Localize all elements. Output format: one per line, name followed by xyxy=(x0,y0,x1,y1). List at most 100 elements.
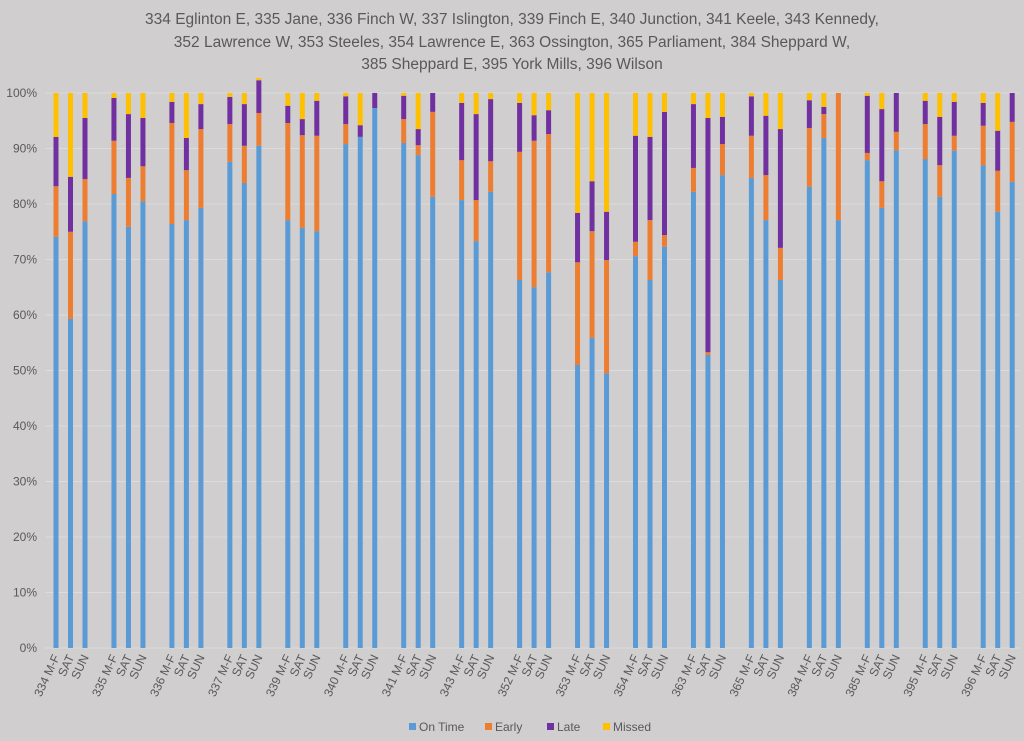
bar-segment-early xyxy=(531,140,537,288)
bar-segment-missed xyxy=(140,93,146,118)
legend-swatch xyxy=(409,723,416,730)
bar-segment-late xyxy=(517,102,523,152)
legend-label: Missed xyxy=(613,720,651,734)
chart-title-line-2: 352 Lawrence W, 353 Steeles, 354 Lawrenc… xyxy=(174,34,850,51)
bar-segment-on-time xyxy=(473,241,479,648)
bar-segment-early xyxy=(82,179,88,222)
bar-segment-missed xyxy=(183,93,189,138)
bar-segment-late xyxy=(821,106,827,115)
bar-segment-on-time xyxy=(372,107,378,649)
bar-segment-missed xyxy=(546,93,552,111)
bar-segment-late xyxy=(299,119,305,136)
x-tick-label: 340 M-F xyxy=(321,652,353,698)
bar-segment-missed xyxy=(459,93,465,103)
bar-segment-late xyxy=(589,181,595,232)
bar-segment-missed xyxy=(575,93,581,213)
bar-segment-late xyxy=(285,105,291,123)
x-tick-label: 337 M-F xyxy=(205,652,237,698)
bar-segment-early xyxy=(459,160,465,201)
chart-title-line-1: 334 Eglinton E, 335 Jane, 336 Finch W, 3… xyxy=(145,11,879,28)
bar-segment-on-time xyxy=(995,211,1001,648)
bar-segment-early xyxy=(125,177,131,227)
bar-segment-early xyxy=(430,111,436,197)
bar-segment-late xyxy=(922,100,928,125)
bar-segment-early xyxy=(227,124,233,162)
bar-segment-early xyxy=(633,241,638,257)
bar-segment-missed xyxy=(951,93,957,102)
bar-segment-early xyxy=(719,144,725,176)
bar-segment-missed xyxy=(806,93,812,101)
legend-label: On Time xyxy=(419,720,465,734)
bar-segment-missed xyxy=(864,93,870,96)
bar-segment-missed xyxy=(662,93,667,112)
bar-segment-early xyxy=(473,200,479,242)
bar-segment-on-time xyxy=(546,272,552,648)
bar-segment-late xyxy=(893,93,899,132)
bar-segment-on-time xyxy=(1009,181,1015,649)
bar-segment-missed xyxy=(589,93,595,182)
x-tick-label: 395 M-F xyxy=(900,652,932,698)
bar-segment-early xyxy=(647,220,653,281)
bar-segment-early xyxy=(937,165,943,197)
bar-segment-on-time xyxy=(183,220,189,648)
bar-segment-late xyxy=(1009,93,1015,122)
bar-segment-on-time xyxy=(633,256,638,648)
bar-segment-early xyxy=(575,262,581,365)
x-tick-label: 339 M-F xyxy=(263,652,295,698)
bar-segment-on-time xyxy=(531,287,537,648)
bar-segment-late xyxy=(314,100,320,136)
bar-segment-missed xyxy=(227,93,233,97)
y-tick-label: 30% xyxy=(13,475,37,489)
bar-segment-on-time xyxy=(864,160,870,648)
bar-segment-late xyxy=(183,137,189,171)
x-tick-label: 363 M-F xyxy=(669,652,701,698)
bar-segment-late xyxy=(401,95,407,120)
bar-segment-late xyxy=(777,129,783,248)
bar-segment-late xyxy=(459,102,465,161)
bar-segment-early xyxy=(299,135,305,228)
bar-segment-early xyxy=(68,231,73,319)
bar-segment-on-time xyxy=(806,186,812,649)
bar-segment-early xyxy=(821,114,827,138)
y-tick-label: 40% xyxy=(13,419,37,433)
legend: On Time Early Late Missed xyxy=(409,720,651,734)
bar-segment-late xyxy=(241,104,247,146)
bar-segment-missed xyxy=(82,93,88,118)
legend-label: Early xyxy=(495,720,522,734)
bars xyxy=(53,78,1015,649)
bar-segment-on-time xyxy=(285,220,291,648)
bar-segment-missed xyxy=(488,93,494,100)
x-tick-label: 335 M-F xyxy=(89,652,121,698)
y-tick-label: 50% xyxy=(13,364,37,378)
bar-segment-missed xyxy=(299,93,305,120)
bar-segment-early xyxy=(835,93,841,221)
bar-segment-early xyxy=(140,166,146,202)
bar-segment-on-time xyxy=(893,150,899,649)
bar-segment-on-time xyxy=(980,165,986,648)
bar-segment-early xyxy=(995,170,1001,212)
chart-title-line-3: 385 Sheppard E, 395 York Mills, 396 Wils… xyxy=(361,56,663,73)
bar-segment-on-time xyxy=(647,280,653,648)
bar-segment-on-time xyxy=(835,220,841,648)
bar-segment-missed xyxy=(68,93,73,177)
chart-title: 334 Eglinton E, 335 Jane, 336 Finch W, 3… xyxy=(145,11,879,73)
bar-segment-early xyxy=(690,167,696,192)
bar-segment-missed xyxy=(937,93,943,117)
bar-segment-late xyxy=(995,130,1001,171)
bar-segment-missed xyxy=(198,93,204,105)
bar-segment-late xyxy=(604,211,610,261)
bar-segment-missed xyxy=(169,93,175,102)
bar-segment-late xyxy=(68,176,73,232)
bar-segment-early xyxy=(1009,121,1015,182)
bar-segment-on-time xyxy=(719,175,725,648)
x-tick-label: 396 M-F xyxy=(958,652,990,698)
bar-segment-on-time xyxy=(459,200,465,649)
bar-segment-missed xyxy=(777,93,783,130)
x-tick-label: 384 M-F xyxy=(784,652,816,698)
bar-segment-missed xyxy=(473,93,479,115)
bar-segment-late xyxy=(169,101,175,123)
bar-segment-early xyxy=(879,181,885,208)
bar-segment-on-time xyxy=(821,137,827,648)
bar-segment-missed xyxy=(531,93,537,116)
